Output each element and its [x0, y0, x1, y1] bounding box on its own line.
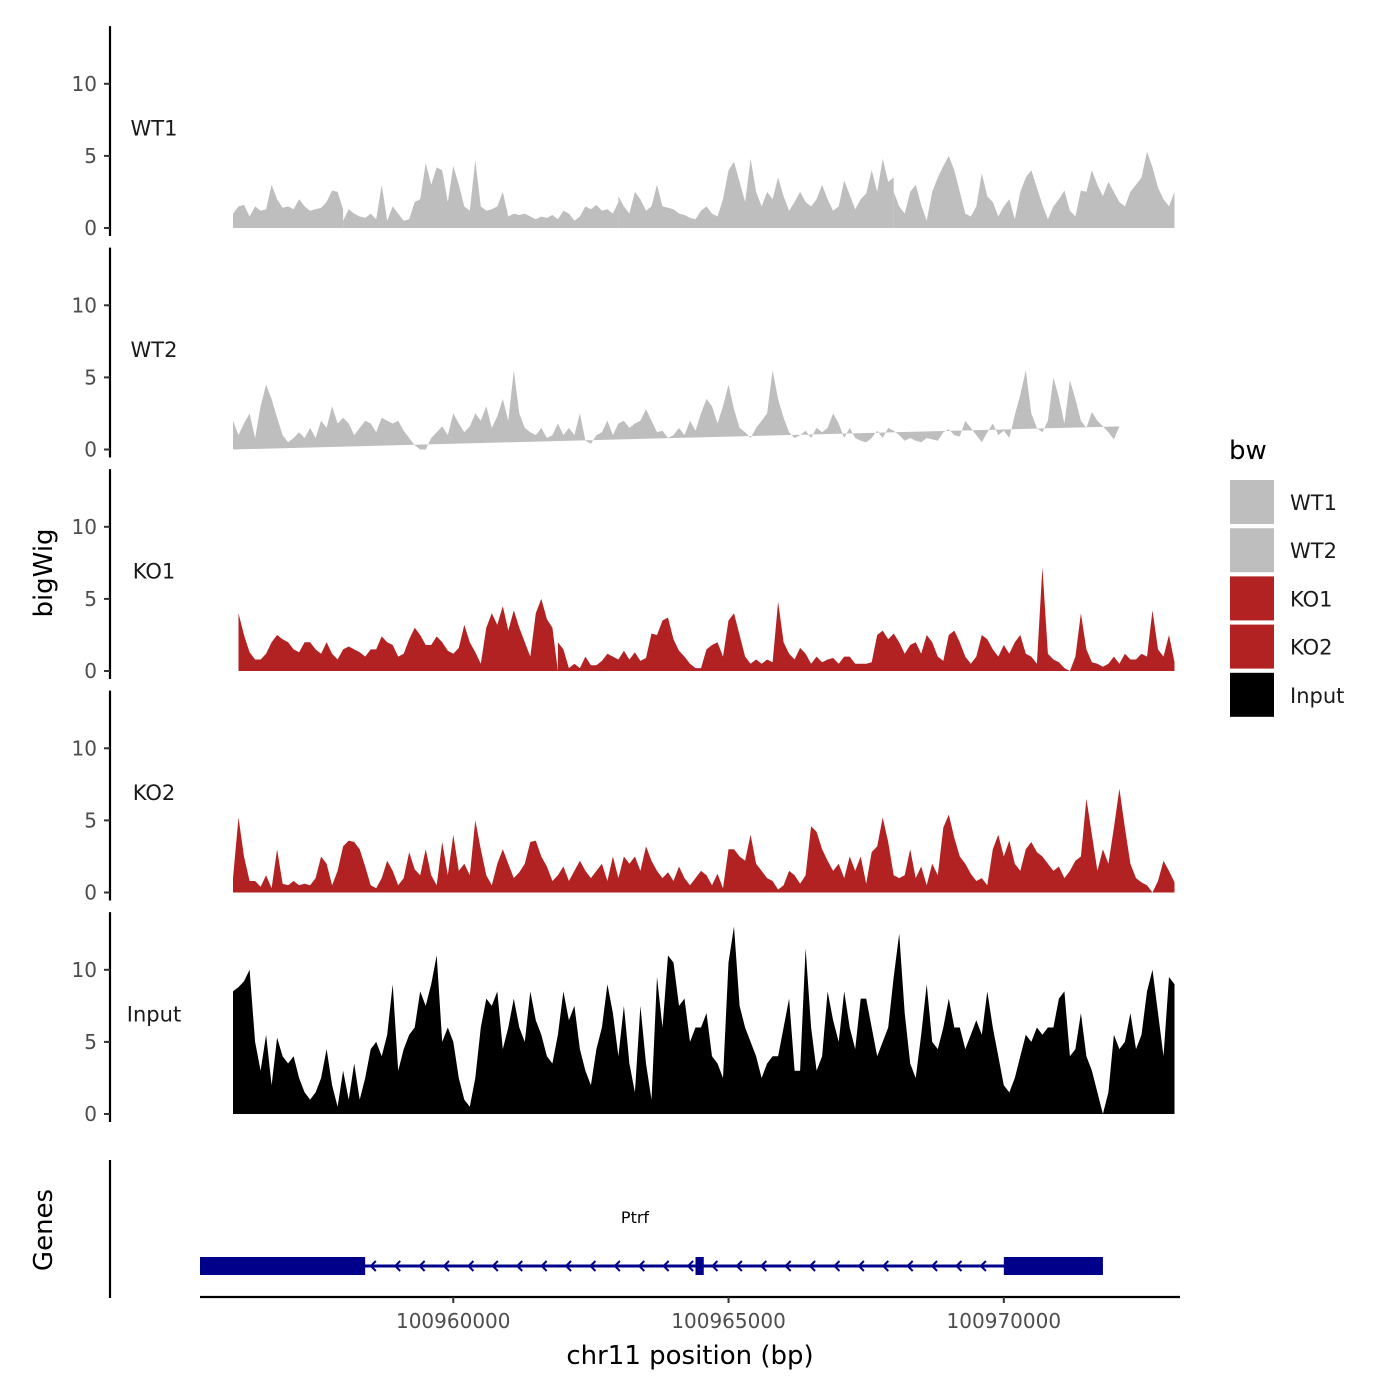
gene-exon: [200, 1257, 366, 1275]
y-tick-label: 0: [84, 659, 97, 683]
track-label: WT2: [131, 338, 178, 362]
strand-arrow: [467, 1260, 475, 1272]
gene-exon: [695, 1257, 704, 1275]
genes-axis-title: Genes: [29, 1189, 59, 1271]
legend-key-WT1: [1230, 480, 1274, 524]
x-axis: 100960000 100965000 100970000: [200, 1295, 1180, 1333]
track-label: WT1: [131, 117, 178, 141]
y-tick-label: 0: [84, 438, 97, 462]
strand-arrow: [589, 1260, 597, 1272]
legend-title: bw: [1229, 436, 1267, 466]
legend-key-Input: [1230, 672, 1274, 717]
y-tick-label: 10: [72, 293, 97, 317]
coverage-area-KO2: [233, 788, 1175, 893]
strand-arrow: [906, 1260, 914, 1272]
y-tick-label: 5: [84, 587, 97, 611]
strand-arrow: [686, 1260, 694, 1272]
strand-arrow: [857, 1260, 865, 1272]
track-label: Input: [127, 1003, 181, 1027]
strand-arrow: [735, 1260, 743, 1272]
y-tick-label: 5: [84, 808, 97, 832]
coverage-area-KO1: [238, 598, 558, 671]
coverage-area-WT1: [233, 184, 344, 228]
strand-arrow: [784, 1260, 792, 1272]
legend: bw WT1 WT2 KO1 KO2 Input: [1229, 436, 1344, 717]
y-tick-label: 5: [84, 365, 97, 389]
track-label: KO1: [133, 560, 176, 584]
strand-arrow: [491, 1260, 499, 1272]
strand-arrow: [955, 1260, 963, 1272]
genes-track: Ptrf: [108, 1160, 1103, 1298]
strand-arrow: [369, 1260, 377, 1272]
strand-arrow: [662, 1260, 670, 1272]
coverage-area-WT1: [618, 158, 894, 228]
strand-arrow: [515, 1260, 523, 1272]
strand-arrow: [540, 1260, 548, 1272]
track-Input: 0 5 10 Input: [72, 912, 1175, 1126]
coverage-area-WT2: [233, 370, 1120, 450]
x-tick-label: 100970000: [947, 1309, 1062, 1333]
legend-label: KO1: [1290, 587, 1333, 611]
strand-arrow: [711, 1260, 719, 1272]
y-tick-label: 10: [72, 958, 97, 982]
strand-arrow: [808, 1260, 816, 1272]
coverage-area-Input: [233, 926, 1175, 1114]
track-KO2: 0 5 10 KO2: [72, 690, 1175, 905]
bigwig-tracks: 0 5 10 WT1 0 5 10 WT2 0 5 10 KO1 0 5 10 KO2 0 5 10 Input: [72, 26, 1175, 1126]
strand-arrow: [759, 1260, 767, 1272]
legend-key-KO2: [1230, 624, 1274, 669]
y-tick-label: 10: [72, 736, 97, 760]
strand-arrow: [637, 1260, 645, 1272]
y-tick-label: 0: [84, 881, 97, 905]
coverage-area-WT1: [893, 151, 1175, 228]
legend-label: WT2: [1290, 539, 1337, 563]
legend-label: Input: [1290, 684, 1344, 708]
track-label: KO2: [133, 781, 176, 805]
legend-label: WT1: [1290, 491, 1337, 515]
track-WT2: 0 5 10 WT2: [72, 247, 1120, 462]
x-axis-title: chr11 position (bp): [566, 1341, 813, 1371]
strand-arrow: [833, 1260, 841, 1272]
strand-arrow: [881, 1260, 889, 1272]
y-tick-label: 10: [72, 72, 97, 96]
legend-key-KO1: [1230, 576, 1274, 621]
track-WT1: 0 5 10 WT1: [72, 26, 1175, 240]
y-tick-label: 0: [84, 1102, 97, 1126]
y-tick-label: 0: [84, 216, 97, 240]
legend-label: KO2: [1290, 636, 1333, 660]
track-KO1: 0 5 10 KO1: [72, 469, 1175, 683]
strand-arrow: [564, 1260, 572, 1272]
strand-arrow: [613, 1260, 621, 1272]
strand-arrow: [393, 1260, 401, 1272]
legend-key-WT2: [1230, 528, 1274, 573]
y-tick-label: 5: [84, 1030, 97, 1054]
x-tick-label: 100965000: [671, 1309, 786, 1333]
strand-arrow: [930, 1260, 938, 1272]
gene-Ptrf: Ptrf: [200, 1208, 1103, 1275]
coverage-area-WT1: [343, 160, 619, 228]
y-axis-title: bigWig: [29, 528, 59, 617]
strand-arrow: [979, 1260, 987, 1272]
y-tick-label: 5: [84, 144, 97, 168]
gene-name-label: Ptrf: [621, 1208, 650, 1227]
strand-arrow: [418, 1260, 426, 1272]
strand-arrow: [442, 1260, 450, 1272]
x-tick-label: 100960000: [396, 1309, 511, 1333]
coverage-area-KO1: [557, 567, 1175, 671]
y-tick-label: 10: [72, 515, 97, 539]
gene-exon: [1003, 1257, 1103, 1275]
